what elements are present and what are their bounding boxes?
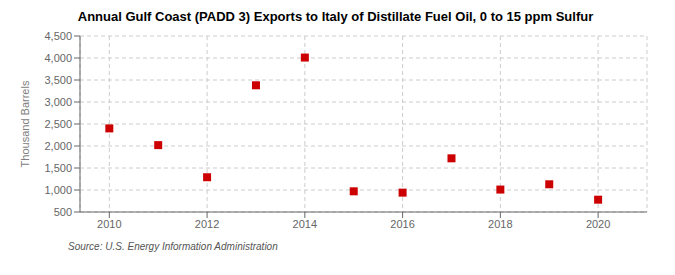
svg-text:3,000: 3,000 xyxy=(44,96,72,108)
svg-text:3,500: 3,500 xyxy=(44,74,72,86)
svg-text:2018: 2018 xyxy=(488,218,512,230)
svg-text:2016: 2016 xyxy=(390,218,414,230)
svg-text:2014: 2014 xyxy=(293,218,317,230)
svg-text:2,500: 2,500 xyxy=(44,118,72,130)
html-text:Source: U.S. Energy Informatio: Source: U.S. Energy Information Administ… xyxy=(68,241,278,252)
svg-text:500: 500 xyxy=(54,206,72,218)
svg-text:4,000: 4,000 xyxy=(44,52,72,64)
svg-text:Thousand Barrels: Thousand Barrels xyxy=(19,80,31,167)
svg-text:2020: 2020 xyxy=(586,218,610,230)
html-text:Annual Gulf Coast (PADD 3) Exp: Annual Gulf Coast (PADD 3) Exports to It… xyxy=(77,9,594,24)
svg-text:1,000: 1,000 xyxy=(44,184,72,196)
svg-text:4,500: 4,500 xyxy=(44,30,72,42)
svg-text:2010: 2010 xyxy=(97,218,121,230)
svg-text:2,000: 2,000 xyxy=(44,140,72,152)
svg-text:1,500: 1,500 xyxy=(44,162,72,174)
svg-text:2012: 2012 xyxy=(195,218,219,230)
